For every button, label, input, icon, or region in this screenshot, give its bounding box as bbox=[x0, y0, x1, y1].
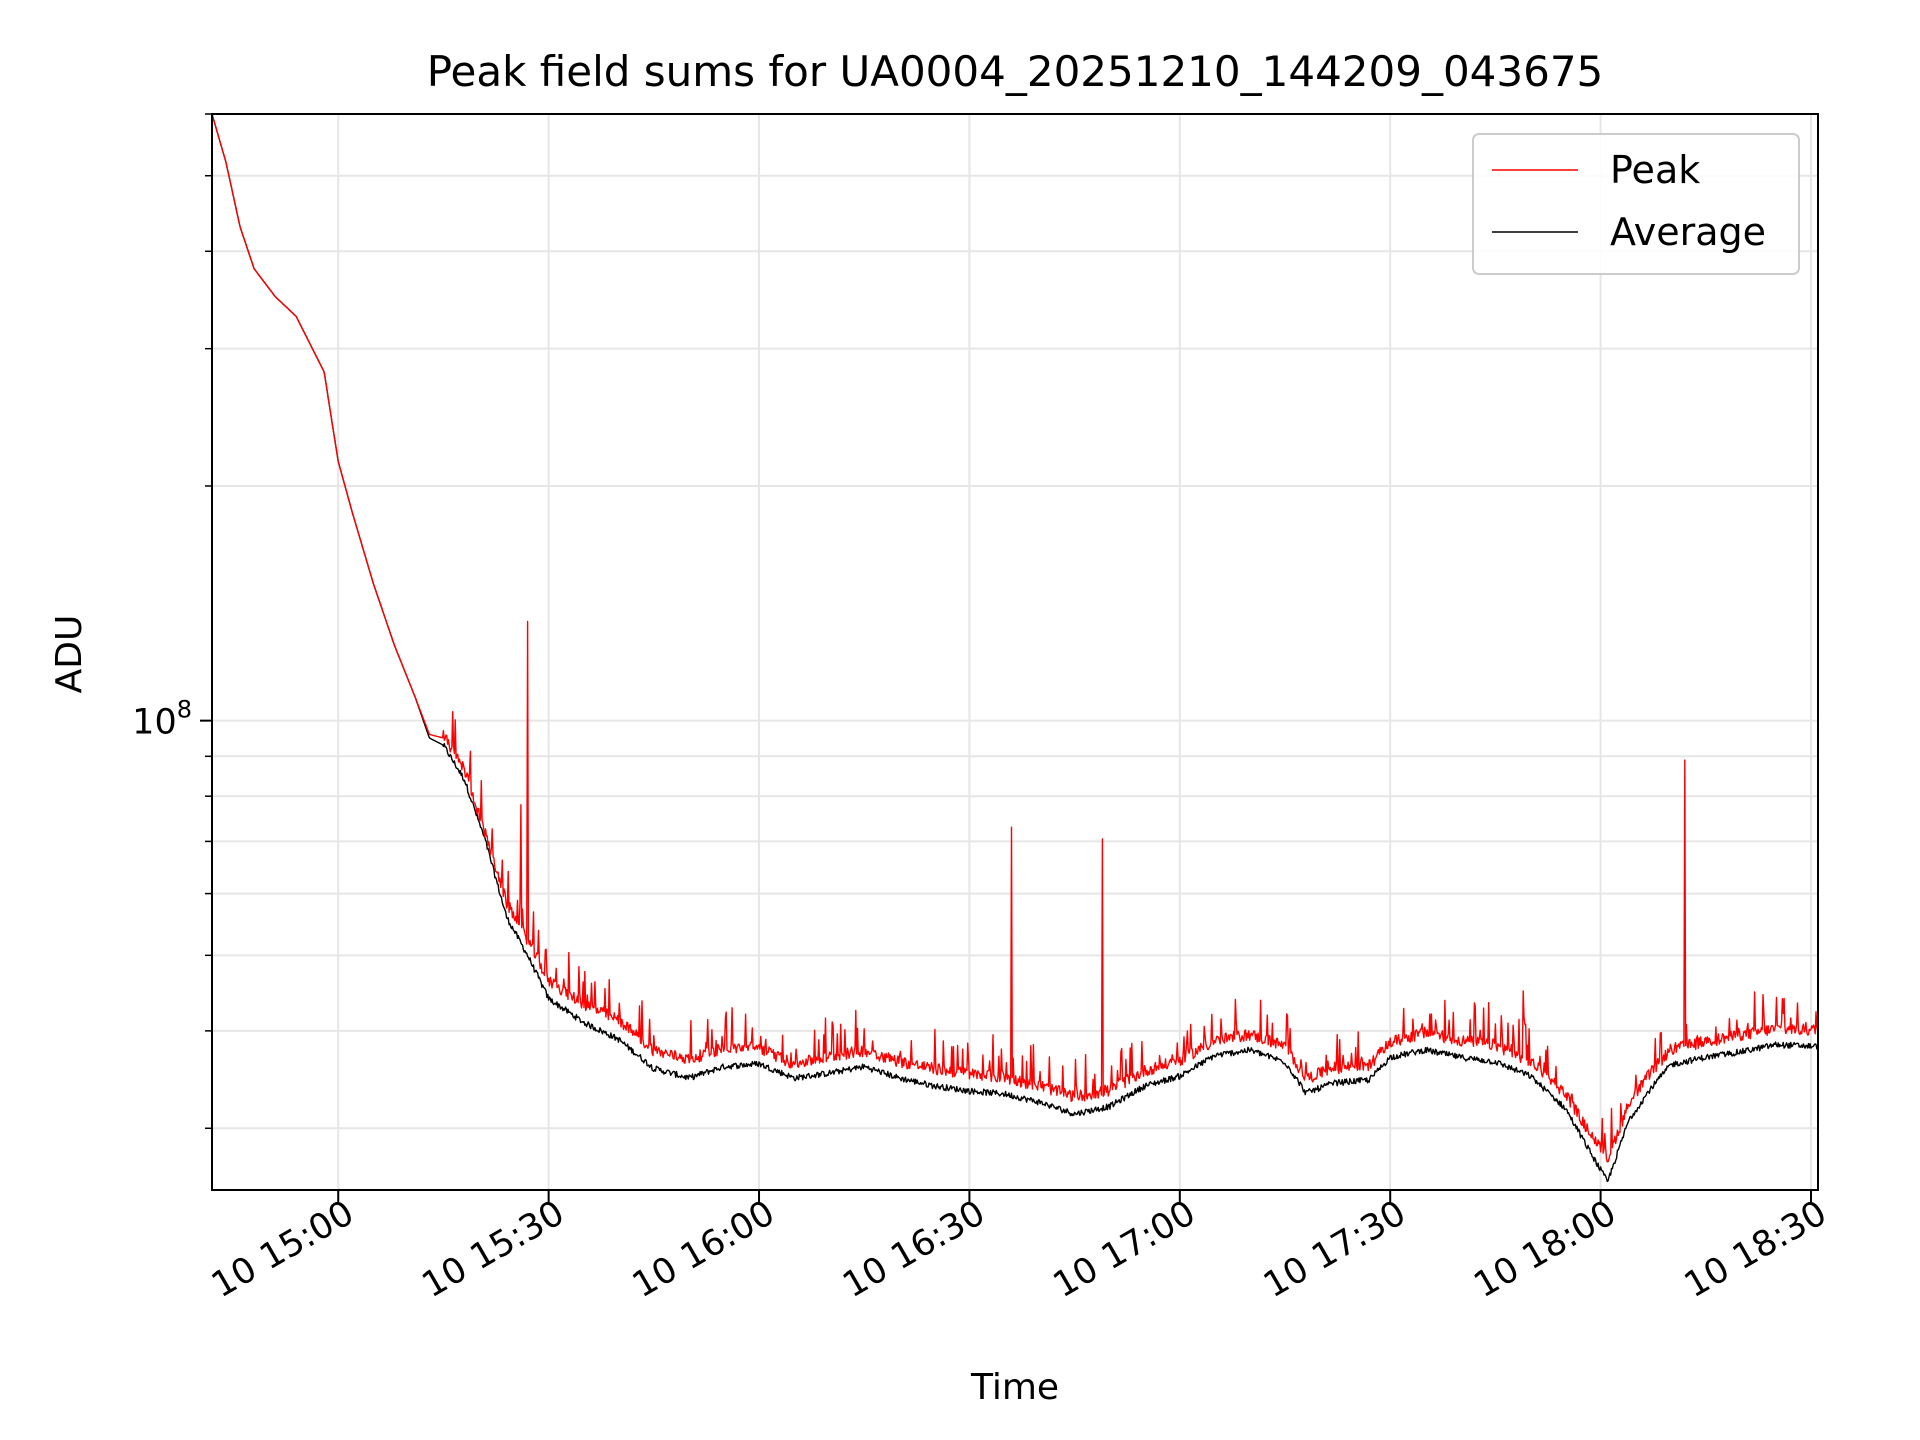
series-line-average bbox=[212, 114, 1818, 1183]
series-line-peak bbox=[212, 114, 1818, 1163]
series-layer bbox=[212, 114, 1818, 1183]
chart-title: Peak field sums for UA0004_20251210_1442… bbox=[427, 47, 1604, 96]
y-axis-label: ADU bbox=[49, 615, 90, 694]
legend-label-peak: Peak bbox=[1610, 148, 1700, 192]
legend-label-average: Average bbox=[1610, 210, 1766, 254]
legend: Peak Average bbox=[1472, 133, 1800, 275]
legend-box bbox=[1472, 133, 1800, 275]
x-axis-label: Time bbox=[970, 1367, 1059, 1408]
plot-frame bbox=[211, 113, 1819, 1191]
y-tick-label: 108 bbox=[132, 696, 192, 743]
